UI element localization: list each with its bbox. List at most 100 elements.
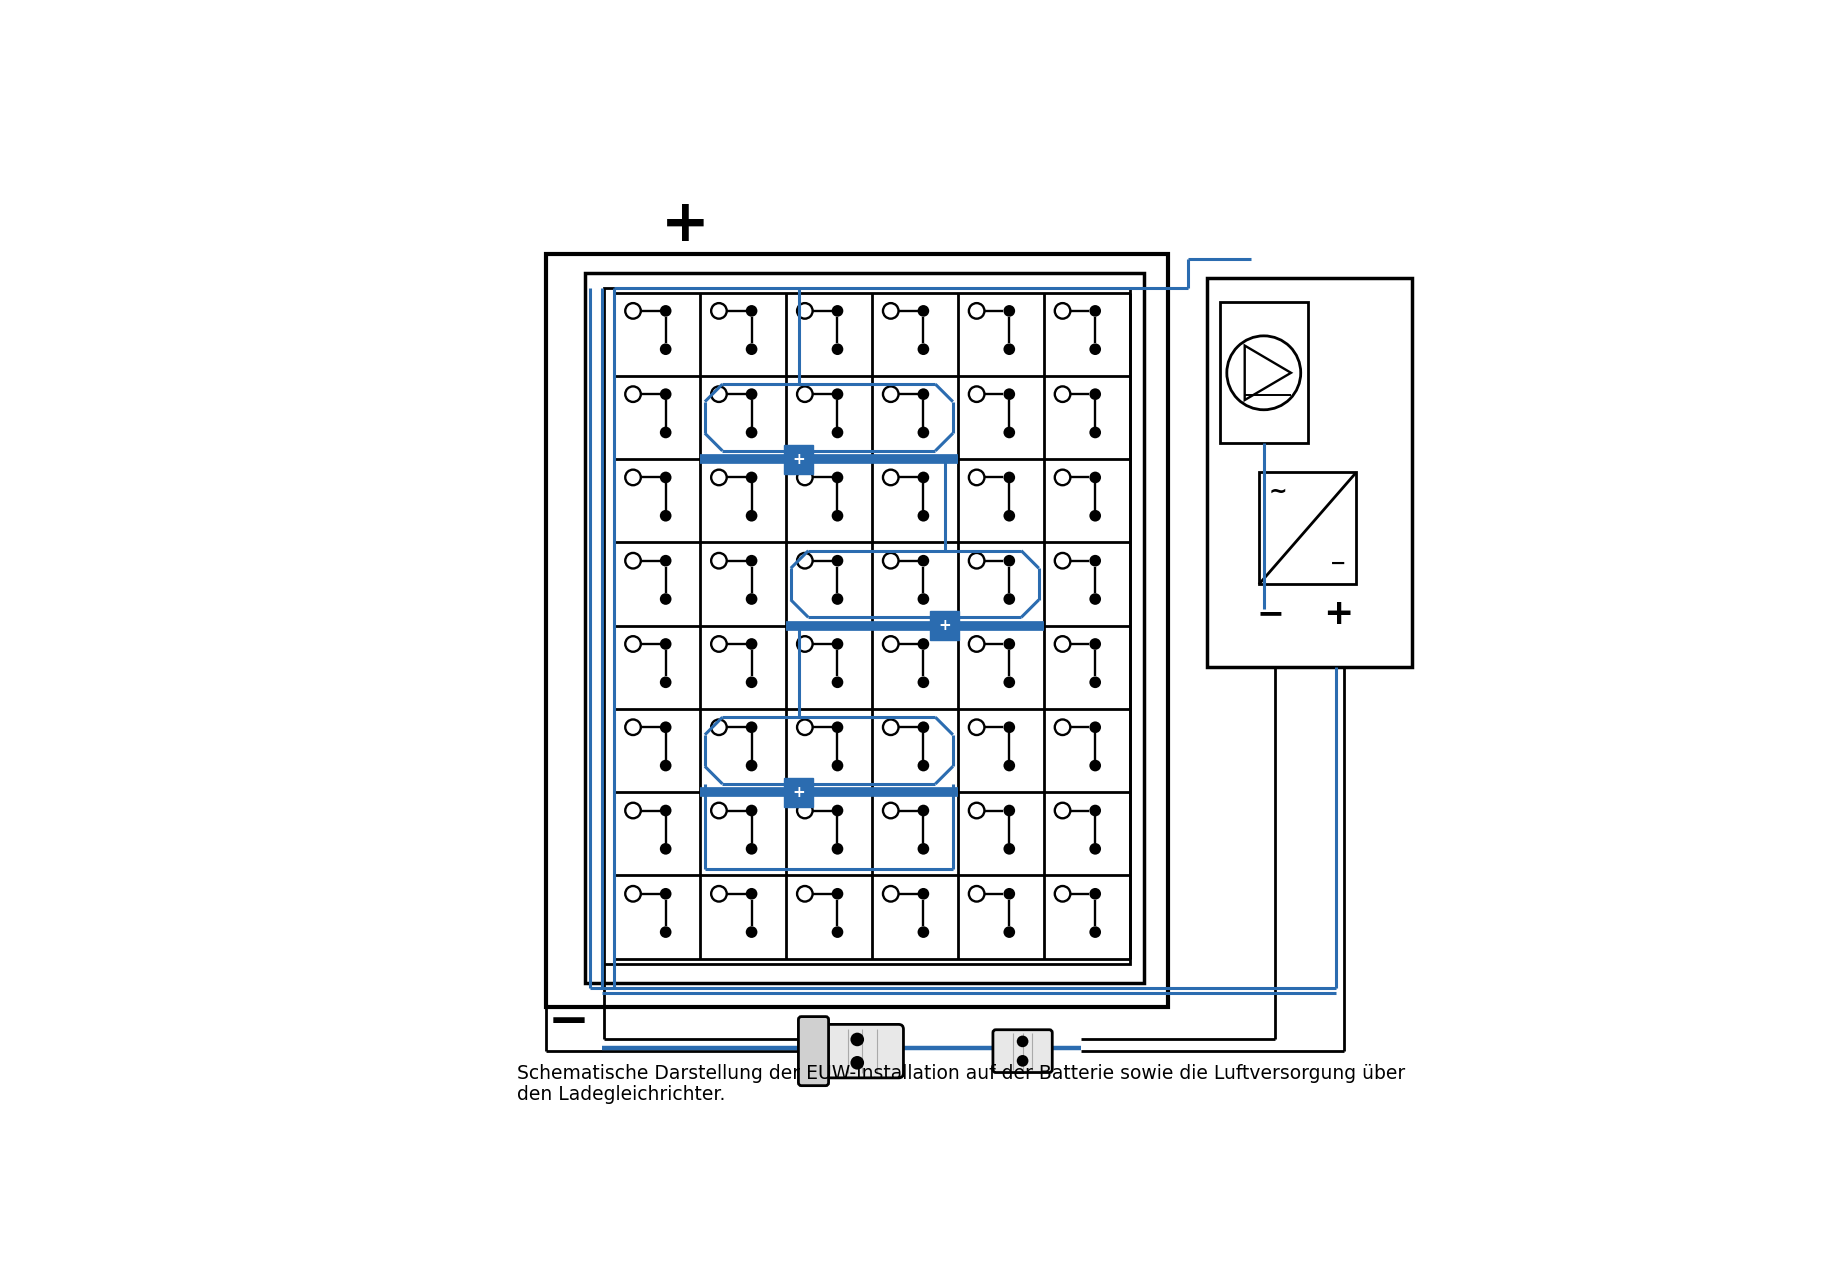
Circle shape: [660, 805, 671, 816]
Text: +: +: [792, 784, 805, 799]
Circle shape: [1016, 1055, 1029, 1067]
Polygon shape: [785, 445, 814, 474]
Circle shape: [831, 388, 844, 400]
Circle shape: [1003, 721, 1016, 733]
Circle shape: [746, 427, 757, 438]
Circle shape: [746, 677, 757, 688]
Circle shape: [1003, 471, 1016, 484]
Circle shape: [1089, 554, 1100, 567]
Polygon shape: [930, 611, 959, 640]
Circle shape: [660, 760, 671, 772]
Circle shape: [831, 306, 844, 317]
Circle shape: [1089, 888, 1100, 899]
Circle shape: [1003, 926, 1016, 938]
Circle shape: [746, 306, 757, 317]
Circle shape: [660, 926, 671, 938]
Circle shape: [746, 344, 757, 355]
Circle shape: [1003, 594, 1016, 605]
Text: +: +: [939, 618, 952, 633]
Circle shape: [746, 721, 757, 733]
Circle shape: [746, 388, 757, 400]
Circle shape: [1089, 721, 1100, 733]
Text: −: −: [1256, 597, 1284, 630]
Circle shape: [1089, 842, 1100, 855]
Circle shape: [660, 510, 671, 522]
Polygon shape: [785, 778, 814, 807]
Circle shape: [746, 510, 757, 522]
Circle shape: [660, 677, 671, 688]
Circle shape: [831, 677, 844, 688]
Circle shape: [660, 554, 671, 567]
Circle shape: [831, 888, 844, 899]
Circle shape: [1003, 344, 1016, 355]
Circle shape: [917, 760, 930, 772]
Circle shape: [831, 427, 844, 438]
Circle shape: [1089, 926, 1100, 938]
Circle shape: [1089, 760, 1100, 772]
Circle shape: [1089, 677, 1100, 688]
Circle shape: [831, 344, 844, 355]
Text: −: −: [1330, 553, 1346, 572]
Circle shape: [1089, 427, 1100, 438]
Text: +: +: [1324, 596, 1353, 630]
Circle shape: [660, 721, 671, 733]
Circle shape: [660, 842, 671, 855]
Circle shape: [1089, 805, 1100, 816]
Circle shape: [917, 805, 930, 816]
Circle shape: [746, 760, 757, 772]
Circle shape: [1089, 594, 1100, 605]
Circle shape: [1003, 388, 1016, 400]
Circle shape: [1003, 427, 1016, 438]
Circle shape: [1003, 510, 1016, 522]
Circle shape: [1003, 306, 1016, 317]
Text: ~: ~: [1269, 482, 1287, 503]
Circle shape: [917, 721, 930, 733]
Circle shape: [660, 427, 671, 438]
Circle shape: [917, 306, 930, 317]
Circle shape: [917, 842, 930, 855]
Circle shape: [831, 594, 844, 605]
Circle shape: [917, 926, 930, 938]
Circle shape: [851, 1033, 864, 1046]
Circle shape: [660, 344, 671, 355]
Circle shape: [746, 554, 757, 567]
Circle shape: [660, 638, 671, 649]
Circle shape: [1089, 344, 1100, 355]
Circle shape: [917, 427, 930, 438]
Text: +: +: [792, 452, 805, 466]
Circle shape: [746, 594, 757, 605]
Text: den Ladegleichrichter.: den Ladegleichrichter.: [517, 1085, 724, 1104]
Circle shape: [746, 805, 757, 816]
Circle shape: [851, 1056, 864, 1070]
Circle shape: [1089, 510, 1100, 522]
Circle shape: [1016, 1036, 1029, 1047]
Circle shape: [831, 721, 844, 733]
Circle shape: [1089, 306, 1100, 317]
Circle shape: [917, 888, 930, 899]
Circle shape: [831, 842, 844, 855]
Circle shape: [917, 638, 930, 649]
Text: −: −: [548, 998, 589, 1046]
Text: +: +: [660, 196, 710, 253]
Circle shape: [660, 306, 671, 317]
Circle shape: [831, 805, 844, 816]
Circle shape: [1003, 677, 1016, 688]
Circle shape: [746, 471, 757, 484]
Circle shape: [1003, 760, 1016, 772]
Text: Schematische Darstellung der EUW-Installation auf der Batterie sowie die Luftver: Schematische Darstellung der EUW-Install…: [517, 1063, 1405, 1082]
Circle shape: [831, 638, 844, 649]
Circle shape: [746, 638, 757, 649]
Circle shape: [917, 594, 930, 605]
Circle shape: [917, 510, 930, 522]
Circle shape: [746, 926, 757, 938]
Circle shape: [831, 471, 844, 484]
Circle shape: [660, 888, 671, 899]
Circle shape: [917, 471, 930, 484]
Circle shape: [1089, 471, 1100, 484]
FancyBboxPatch shape: [822, 1024, 904, 1077]
Circle shape: [660, 594, 671, 605]
Circle shape: [1003, 638, 1016, 649]
Circle shape: [1003, 554, 1016, 567]
Circle shape: [746, 888, 757, 899]
Circle shape: [831, 510, 844, 522]
